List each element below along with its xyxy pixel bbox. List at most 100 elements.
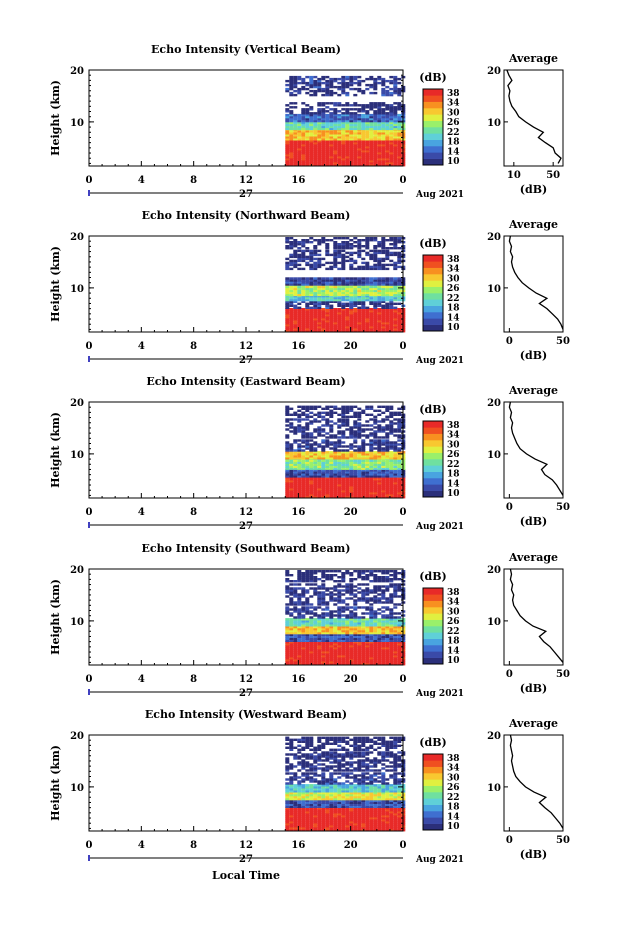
heatmap-cell bbox=[329, 279, 334, 282]
heatmap-cell bbox=[373, 469, 378, 472]
heatmap-cell bbox=[313, 318, 318, 321]
heatmap-cell bbox=[301, 459, 306, 462]
heatmap-cell bbox=[289, 618, 294, 621]
heatmap-cell bbox=[361, 631, 366, 635]
heatmap-cell bbox=[345, 407, 350, 410]
heatmap-cell bbox=[385, 661, 390, 664]
heatmap-cell bbox=[337, 449, 342, 452]
heatmap-cell bbox=[357, 247, 362, 250]
heatmap-cell bbox=[337, 154, 342, 157]
heatmap-cell bbox=[301, 138, 306, 141]
heatmap-cell bbox=[385, 158, 390, 161]
heatmap-cell bbox=[353, 104, 358, 107]
heatmap-cell bbox=[325, 574, 330, 577]
heatmap-cell bbox=[289, 461, 294, 464]
heatmap-cell bbox=[381, 635, 386, 638]
heatmap-cell bbox=[329, 91, 334, 95]
heatmap-cell bbox=[381, 265, 386, 269]
heatmap-cell bbox=[361, 488, 366, 491]
heatmap-cell bbox=[393, 618, 398, 621]
heatmap-cell bbox=[341, 622, 346, 625]
heatmap-cell bbox=[333, 496, 338, 499]
heatmap-cell bbox=[369, 279, 374, 282]
heatmap-cell bbox=[305, 490, 310, 493]
heatmap-cell bbox=[369, 482, 374, 485]
heatmap-cell bbox=[377, 148, 382, 151]
heatmap-cell bbox=[325, 134, 330, 137]
heatmap-cell bbox=[353, 457, 358, 460]
heatmap-cell bbox=[393, 156, 398, 159]
heatmap-cell bbox=[341, 599, 346, 602]
heatmap-cell bbox=[337, 473, 342, 476]
heatmap-cell bbox=[365, 473, 370, 476]
heatmap-cell bbox=[285, 661, 290, 664]
heatmap-cell bbox=[385, 649, 390, 652]
heatmap-cell bbox=[297, 618, 302, 621]
heatmap-cell bbox=[309, 93, 314, 97]
heatmap-cell bbox=[337, 583, 342, 586]
heatmap-cell bbox=[337, 430, 342, 433]
heatmap-cell bbox=[321, 316, 326, 319]
heatmap-cell bbox=[337, 591, 342, 594]
heatmap-cell bbox=[333, 663, 338, 666]
heatmap-cell bbox=[325, 87, 330, 91]
heatmap-cell bbox=[309, 480, 314, 483]
heatmap-cell bbox=[293, 279, 298, 282]
heatmap-cell bbox=[349, 430, 354, 433]
heatmap-cell bbox=[341, 653, 346, 656]
heatmap-cell bbox=[349, 610, 354, 613]
heatmap-cell bbox=[377, 164, 382, 167]
heatmap-cell bbox=[349, 142, 354, 145]
x-tick-label: 0 bbox=[86, 341, 93, 352]
heatmap-cell bbox=[353, 647, 358, 650]
heatmap-cell bbox=[397, 281, 402, 284]
heatmap-cell bbox=[369, 407, 374, 410]
heatmap-cell bbox=[293, 241, 298, 244]
heatmap-cell bbox=[353, 469, 358, 472]
heatmap-cell bbox=[333, 326, 338, 329]
heatmap-cell bbox=[305, 134, 310, 137]
heatmap-cell bbox=[393, 263, 398, 267]
heatmap-cell bbox=[285, 304, 290, 307]
heatmap-cell bbox=[381, 622, 386, 625]
heatmap-cell bbox=[297, 599, 302, 602]
heatmap-cell bbox=[309, 445, 314, 448]
heatmap-cell bbox=[373, 651, 378, 654]
heatmap-cell bbox=[393, 283, 398, 286]
heatmap-cell bbox=[305, 140, 310, 143]
heatmap-cell bbox=[329, 469, 334, 472]
heatmap-cell bbox=[377, 298, 382, 302]
heatmap-cell bbox=[309, 655, 314, 658]
heatmap-cell bbox=[357, 130, 362, 133]
heatmap-cell bbox=[389, 625, 394, 629]
heatmap-cell bbox=[285, 461, 290, 464]
heatmap-cell bbox=[385, 618, 390, 621]
heatmap-cell bbox=[361, 657, 366, 660]
heatmap-cell bbox=[389, 426, 394, 429]
heatmap-cell bbox=[381, 484, 386, 487]
x-tick-label: 12 bbox=[239, 507, 253, 518]
heatmap-cell bbox=[353, 125, 358, 129]
heatmap-cell bbox=[373, 314, 378, 317]
heatmap-cell bbox=[369, 320, 374, 323]
heatmap-cell bbox=[349, 587, 354, 590]
heatmap-cell bbox=[393, 79, 398, 83]
heatmap-cell bbox=[389, 475, 394, 478]
heatmap-cell bbox=[385, 108, 390, 111]
colorbar-tick-label: 30 bbox=[447, 440, 460, 450]
heatmap-cell bbox=[293, 142, 298, 145]
heatmap-cell bbox=[397, 144, 402, 147]
heatmap-cell bbox=[337, 328, 342, 331]
heatmap-cell bbox=[293, 296, 298, 300]
heatmap-cell bbox=[397, 583, 402, 586]
heatmap-cell bbox=[285, 488, 290, 491]
heatmap-cell bbox=[341, 407, 346, 410]
heatmap-cell bbox=[369, 117, 374, 121]
heatmap-cell bbox=[377, 492, 382, 495]
heatmap-cell bbox=[309, 603, 314, 606]
heatmap-cell bbox=[341, 117, 346, 121]
heatmap-cell bbox=[305, 625, 310, 629]
heatmap-cell bbox=[309, 148, 314, 151]
heatmap-cell bbox=[381, 645, 386, 648]
heatmap-cell bbox=[337, 616, 342, 619]
